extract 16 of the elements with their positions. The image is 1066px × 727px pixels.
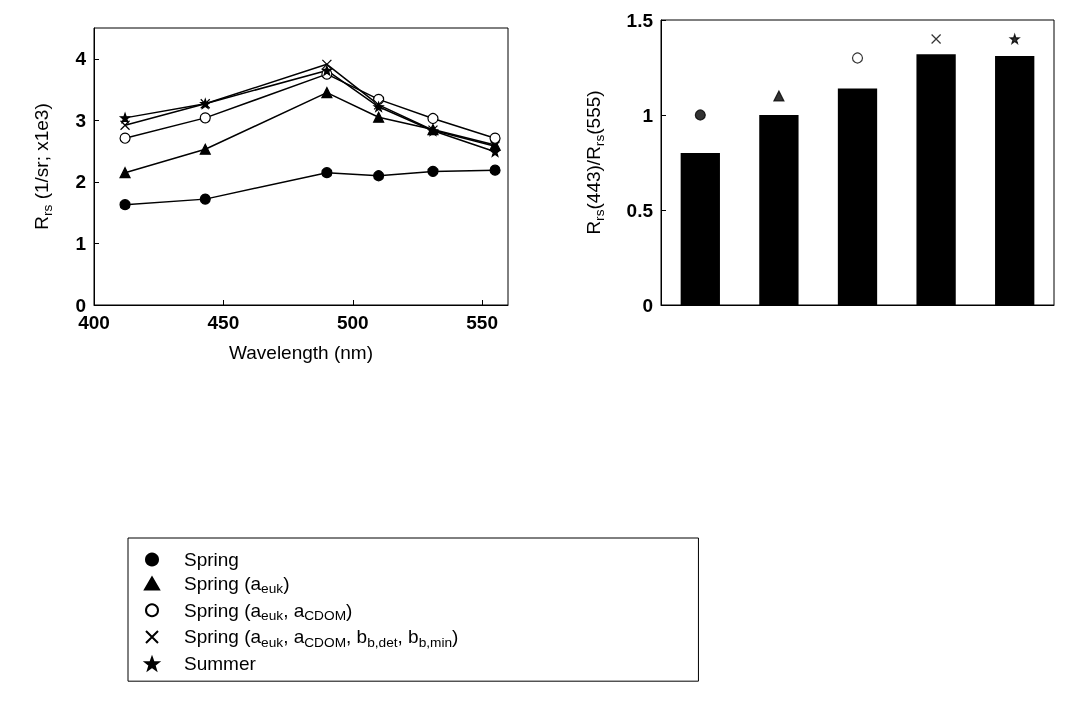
- x-axis-title: Wavelength (nm): [229, 342, 373, 363]
- y-tick-label: 3: [75, 109, 86, 131]
- y-tick-label: 1.5: [626, 9, 654, 31]
- y-tick-label: 1: [642, 104, 654, 126]
- y-tick-label: 0: [642, 294, 653, 316]
- legend-label: Summer: [184, 653, 257, 675]
- y-tick-label: 2: [75, 171, 86, 193]
- y-tick-label: 4: [75, 48, 87, 70]
- y-axis-title: Rrs(443)/Rrs(555): [583, 90, 607, 235]
- y-axis-title: Rrs (1/sr; x1e3): [31, 103, 55, 230]
- x-tick-label: 550: [466, 312, 498, 333]
- x-tick-label: 450: [207, 312, 240, 333]
- y-tick-label: 0.5: [626, 199, 654, 221]
- y-tick-label: 1: [75, 232, 87, 254]
- legend-label: Spring: [184, 549, 239, 570]
- x-tick-label: 500: [336, 312, 369, 333]
